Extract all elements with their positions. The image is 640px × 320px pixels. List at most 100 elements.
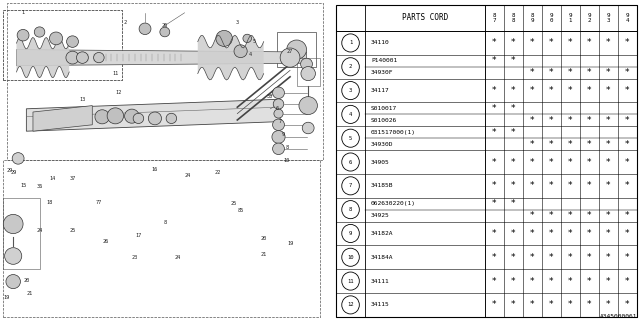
Text: *: * xyxy=(568,86,573,95)
Text: *: * xyxy=(625,140,630,149)
Text: 25: 25 xyxy=(69,228,76,233)
Circle shape xyxy=(273,143,284,155)
Text: *: * xyxy=(511,56,516,65)
Text: S010026: S010026 xyxy=(371,118,397,123)
Text: 25: 25 xyxy=(231,201,237,206)
Text: 3: 3 xyxy=(236,20,239,25)
Text: *: * xyxy=(606,157,611,166)
Text: 1: 1 xyxy=(349,40,352,45)
Text: *: * xyxy=(568,68,573,77)
Text: 10: 10 xyxy=(284,157,290,163)
Text: *: * xyxy=(606,276,611,285)
Text: *: * xyxy=(587,253,591,262)
Text: PARTS CORD: PARTS CORD xyxy=(402,13,448,22)
Text: *: * xyxy=(530,253,534,262)
Text: *: * xyxy=(587,300,591,309)
Circle shape xyxy=(93,52,104,63)
Text: 2: 2 xyxy=(124,20,127,25)
Text: 34185B: 34185B xyxy=(371,183,394,188)
Circle shape xyxy=(301,67,316,81)
Text: *: * xyxy=(530,86,534,95)
Polygon shape xyxy=(33,106,92,131)
Text: 7: 7 xyxy=(278,119,282,124)
Circle shape xyxy=(273,119,284,131)
Text: *: * xyxy=(568,116,573,125)
Text: 21: 21 xyxy=(26,291,33,296)
Circle shape xyxy=(76,52,88,63)
Text: *: * xyxy=(530,38,534,47)
Text: *: * xyxy=(568,140,573,149)
Text: 20: 20 xyxy=(260,236,267,241)
Text: *: * xyxy=(606,38,611,47)
Text: 8: 8 xyxy=(163,220,166,225)
Text: 5: 5 xyxy=(349,136,352,141)
Text: *: * xyxy=(587,68,591,77)
Circle shape xyxy=(280,48,300,67)
Text: *: * xyxy=(587,229,591,238)
Circle shape xyxy=(12,153,24,164)
Text: 23: 23 xyxy=(132,255,138,260)
Text: *: * xyxy=(587,157,591,166)
Text: 2: 2 xyxy=(349,64,352,69)
Text: *: * xyxy=(625,211,630,220)
Text: 34930D: 34930D xyxy=(371,142,394,147)
Text: *: * xyxy=(492,199,497,208)
Circle shape xyxy=(299,97,317,115)
Text: *: * xyxy=(492,86,497,95)
Text: A345000061: A345000061 xyxy=(600,314,637,319)
Text: *: * xyxy=(511,104,516,113)
Text: *: * xyxy=(625,157,630,166)
Text: *: * xyxy=(625,276,630,285)
Text: 30: 30 xyxy=(267,93,273,99)
Text: *: * xyxy=(549,229,554,238)
Text: 26: 26 xyxy=(102,239,109,244)
Text: 27: 27 xyxy=(287,49,293,54)
Circle shape xyxy=(66,51,79,64)
Text: 7: 7 xyxy=(349,183,352,188)
Circle shape xyxy=(272,131,285,143)
Text: 9
0: 9 0 xyxy=(550,13,553,23)
Text: 9
4: 9 4 xyxy=(626,13,629,23)
Text: 20: 20 xyxy=(23,278,29,283)
Text: *: * xyxy=(530,68,534,77)
Text: *: * xyxy=(587,140,591,149)
Circle shape xyxy=(67,36,79,47)
Text: *: * xyxy=(492,104,497,113)
Circle shape xyxy=(148,112,161,125)
Circle shape xyxy=(302,122,314,134)
Text: *: * xyxy=(606,68,611,77)
Text: 9
2: 9 2 xyxy=(588,13,591,23)
Text: *: * xyxy=(492,276,497,285)
Text: *: * xyxy=(625,38,630,47)
Circle shape xyxy=(133,113,144,124)
Text: *: * xyxy=(606,86,611,95)
Text: *: * xyxy=(511,38,516,47)
Text: *: * xyxy=(568,38,573,47)
Text: *: * xyxy=(492,128,497,137)
Text: *: * xyxy=(511,128,516,137)
Text: 17: 17 xyxy=(135,233,141,238)
Text: *: * xyxy=(549,140,554,149)
Text: 26: 26 xyxy=(162,23,168,28)
Circle shape xyxy=(273,99,284,109)
Circle shape xyxy=(301,58,312,70)
Text: *: * xyxy=(625,300,630,309)
Text: *: * xyxy=(511,157,516,166)
Text: *: * xyxy=(625,116,630,125)
Text: *: * xyxy=(511,199,516,208)
Circle shape xyxy=(49,32,63,45)
Text: *: * xyxy=(492,300,497,309)
Text: 24: 24 xyxy=(36,228,43,233)
Text: 21: 21 xyxy=(260,252,267,257)
Text: *: * xyxy=(530,276,534,285)
Text: *: * xyxy=(530,157,534,166)
Text: 062630220(1): 062630220(1) xyxy=(371,201,416,206)
Text: 5: 5 xyxy=(252,39,255,44)
Text: 34930F: 34930F xyxy=(371,70,394,75)
Text: 37: 37 xyxy=(69,176,76,181)
Polygon shape xyxy=(17,50,307,66)
Circle shape xyxy=(287,40,307,59)
Text: 34184A: 34184A xyxy=(371,255,394,260)
Text: *: * xyxy=(549,116,554,125)
Text: 4: 4 xyxy=(249,52,252,57)
